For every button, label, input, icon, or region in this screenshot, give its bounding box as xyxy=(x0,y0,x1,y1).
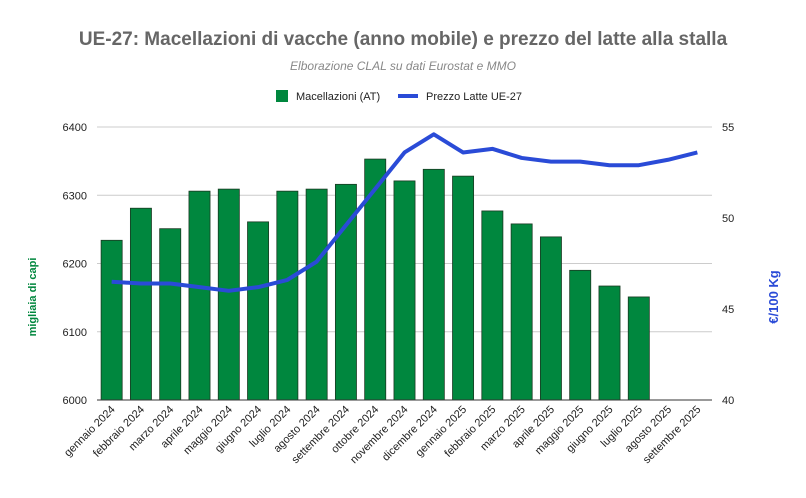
line xyxy=(111,132,698,293)
bar xyxy=(305,188,328,401)
y2-tick-label: 55 xyxy=(722,122,734,134)
bar xyxy=(569,269,592,401)
bar xyxy=(129,207,152,401)
chart-title: UE-27: Macellazioni di vacche (anno mobi… xyxy=(79,29,728,50)
y2-tick-label: 45 xyxy=(722,304,734,316)
bar xyxy=(481,210,504,401)
y-axis-label: migliaia di capi xyxy=(27,258,39,337)
y-tick-label: 6000 xyxy=(63,395,87,407)
bar xyxy=(452,175,475,401)
bar xyxy=(539,236,562,401)
y-tick-label: 6300 xyxy=(63,190,87,202)
bar xyxy=(247,221,270,401)
bar xyxy=(276,190,299,401)
bar xyxy=(598,285,621,401)
bar xyxy=(159,228,182,401)
legend-swatch xyxy=(276,90,288,102)
chart-subtitle: Elborazione CLAL su dati Eurostat e MMO xyxy=(290,59,516,73)
y2-tick-label: 50 xyxy=(722,213,734,225)
bar xyxy=(393,180,416,401)
bar xyxy=(217,188,240,401)
y-tick-label: 6200 xyxy=(63,259,87,271)
bar xyxy=(188,190,211,401)
legend-label: Macellazioni (AT) xyxy=(296,91,380,103)
y-tick-label: 6100 xyxy=(63,327,87,339)
bar xyxy=(627,296,650,401)
legend-label: Prezzo Latte UE-27 xyxy=(426,91,522,103)
bar xyxy=(422,168,445,401)
y2-axis-label: €/100 Kg xyxy=(766,270,781,324)
y-tick-label: 6400 xyxy=(63,122,87,134)
bar xyxy=(510,223,533,401)
y2-tick-label: 40 xyxy=(722,395,734,407)
bar xyxy=(100,239,123,401)
